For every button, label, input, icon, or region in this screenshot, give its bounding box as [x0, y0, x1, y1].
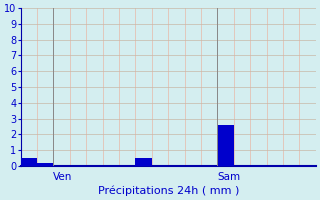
Bar	[135, 158, 152, 166]
Bar	[20, 158, 37, 166]
Text: Sam: Sam	[217, 172, 241, 182]
Bar	[217, 125, 234, 166]
X-axis label: Précipitations 24h ( mm ): Précipitations 24h ( mm )	[98, 185, 239, 196]
Bar	[37, 163, 53, 166]
Text: Ven: Ven	[53, 172, 73, 182]
